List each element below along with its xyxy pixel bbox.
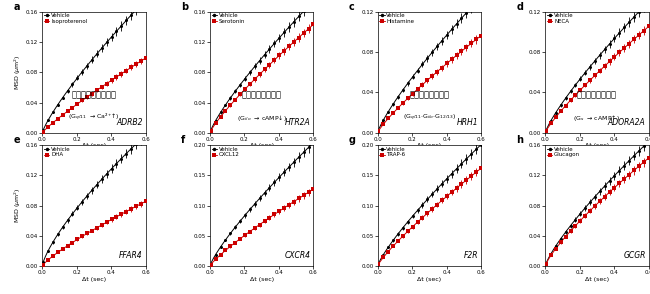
Text: b: b [181, 2, 188, 12]
Text: ADRB2: ADRB2 [116, 118, 142, 127]
Text: g: g [348, 135, 356, 145]
Text: FFAR4: FFAR4 [119, 251, 142, 260]
Text: h: h [516, 135, 523, 145]
Text: a: a [13, 2, 20, 12]
Legend: Vehicle, DHA: Vehicle, DHA [44, 146, 72, 158]
Text: e: e [13, 135, 20, 145]
X-axis label: Δt (sec): Δt (sec) [585, 143, 609, 148]
X-axis label: Δt (sec): Δt (sec) [82, 277, 106, 282]
Text: (G$_{q/11}$  → Ca²⁺↑): (G$_{q/11}$ → Ca²⁺↑) [68, 112, 120, 123]
X-axis label: Δt (sec): Δt (sec) [585, 277, 609, 282]
Text: CXCR4: CXCR4 [284, 251, 310, 260]
Text: c: c [348, 2, 354, 12]
Text: ADORA2A: ADORA2A [608, 118, 645, 127]
Text: f: f [181, 135, 185, 145]
X-axis label: Δt (sec): Δt (sec) [417, 143, 441, 148]
Legend: Vehicle, Serotonin: Vehicle, Serotonin [211, 13, 246, 25]
Text: HTR2A: HTR2A [285, 118, 310, 127]
Legend: Vehicle, Glucagon: Vehicle, Glucagon [546, 146, 581, 158]
X-axis label: Δt (sec): Δt (sec) [250, 277, 274, 282]
Text: d: d [516, 2, 523, 12]
Legend: Vehicle, TRAP-6: Vehicle, TRAP-6 [379, 146, 407, 158]
Legend: Vehicle, Isoproterenol: Vehicle, Isoproterenol [44, 13, 88, 25]
X-axis label: Δt (sec): Δt (sec) [250, 143, 274, 148]
Text: ケモカイン受容体: ケモカイン受容体 [242, 90, 281, 99]
Text: HRH1: HRH1 [456, 118, 478, 127]
Legend: Vehicle, Histamine: Vehicle, Histamine [379, 13, 415, 25]
X-axis label: Δt (sec): Δt (sec) [417, 277, 441, 282]
Legend: Vehicle, CXCL12: Vehicle, CXCL12 [211, 146, 240, 158]
Text: 中長鎖脂肪酸受容体: 中長鎖脂肪酸受容体 [72, 90, 116, 99]
Text: (G$_{q/11}$·G$_{i/o}$·G$_{12/13}$): (G$_{q/11}$·G$_{i/o}$·G$_{12/13}$) [403, 113, 456, 123]
Y-axis label: MSD ($\mu$m$^2$): MSD ($\mu$m$^2$) [13, 55, 23, 90]
Legend: Vehicle, NECA: Vehicle, NECA [546, 13, 575, 25]
Text: グルカゴン受容体: グルカゴン受容体 [577, 90, 617, 99]
Text: (G$_{s}$  → cAMP↑): (G$_{s}$ → cAMP↑) [573, 113, 620, 123]
Text: (G$_{i/o}$  → cAMP↓): (G$_{i/o}$ → cAMP↓) [237, 114, 287, 123]
Y-axis label: MSD ($\mu$m$^2$): MSD ($\mu$m$^2$) [13, 188, 23, 223]
X-axis label: Δt (sec): Δt (sec) [82, 143, 106, 148]
Text: F2R: F2R [463, 251, 478, 260]
Text: GCGR: GCGR [623, 251, 645, 260]
Text: トロンビン受容体: トロンビン受容体 [410, 90, 449, 99]
